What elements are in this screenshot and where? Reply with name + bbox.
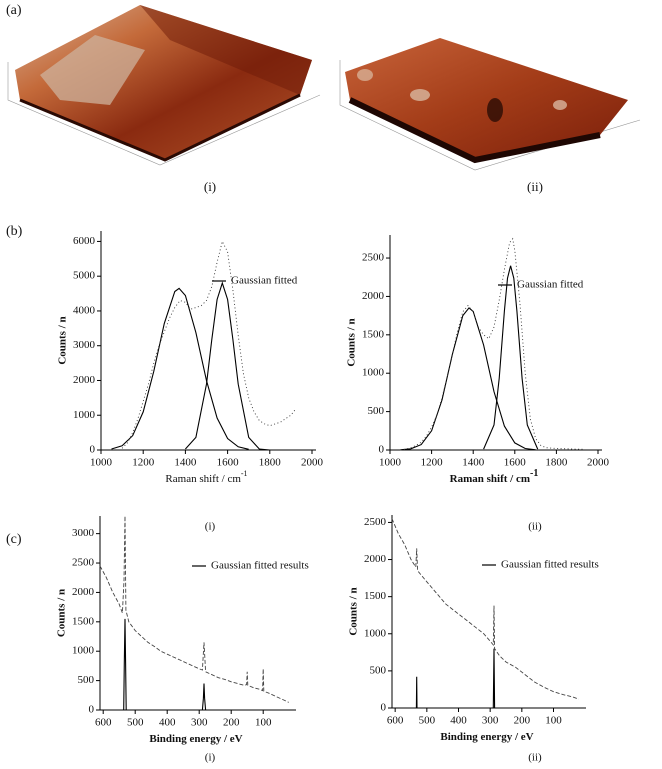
y-tick-label: 500	[370, 664, 387, 676]
x-tick-label: 1000	[379, 457, 402, 469]
x-axis-label: Binding energy / eV	[440, 731, 533, 743]
x-axis-label-sup: -1	[530, 468, 538, 479]
legend-label: Gaussian fitted results	[501, 559, 599, 571]
y-tick-label: 0	[89, 704, 95, 716]
y-tick-label: 3000	[72, 527, 95, 539]
y-tick-label: 5000	[73, 270, 96, 282]
x-axis-label-text: Binding energy / eV	[149, 733, 242, 745]
y-tick-label: 6000	[73, 235, 96, 247]
legend-label: Gaussian fitted	[231, 275, 298, 287]
y-tick-label: 1500	[72, 615, 95, 627]
x-axis-label-text: Raman shift / cm	[450, 473, 530, 485]
y-tick-label: 1500	[362, 328, 385, 340]
data-line	[111, 287, 249, 450]
x-tick-label: 1400	[462, 457, 485, 469]
y-tick-label: 2000	[364, 553, 387, 565]
x-axis-label: Raman shift / cm-1	[165, 469, 247, 485]
x-tick-label: 300	[191, 717, 208, 729]
x-tick-label: 1200	[421, 457, 444, 469]
x-tick-label: 1200	[132, 457, 155, 469]
x-tick-label: 500	[127, 717, 144, 729]
x-tick-label: 500	[419, 715, 436, 727]
legend-label: Gaussian fitted results	[211, 560, 309, 572]
x-tick-label: 1400	[174, 457, 197, 469]
x-tick-label: 600	[387, 715, 404, 727]
afm-caption: (ii)	[527, 179, 543, 194]
y-tick-label: 2500	[364, 516, 387, 528]
x-tick-label: 1000	[90, 457, 113, 469]
y-tick-label: 3000	[73, 339, 96, 351]
chart-caption: (ii)	[528, 521, 542, 533]
x-tick-label: 1600	[504, 457, 527, 469]
y-tick-label: 4000	[73, 304, 96, 316]
legend-label: Gaussian fitted	[517, 279, 584, 291]
x-tick-label: 400	[450, 715, 467, 727]
data-line	[400, 237, 583, 451]
y-tick-label: 2000	[362, 290, 385, 302]
panel-label: (a)	[6, 3, 22, 18]
x-tick-label: 1800	[545, 457, 568, 469]
x-axis-label-text: Raman shift / cm	[165, 473, 241, 485]
data-line	[121, 240, 297, 449]
x-tick-label: 100	[255, 717, 272, 729]
y-tick-label: 0	[381, 702, 387, 714]
y-axis-label: Counts / n	[56, 589, 68, 637]
x-tick-label: 2000	[301, 457, 324, 469]
panel-label: (c)	[6, 532, 22, 547]
x-tick-label: 1800	[259, 457, 282, 469]
data-line	[391, 518, 579, 700]
y-tick-label: 0	[90, 444, 96, 456]
data-line	[100, 618, 292, 711]
y-tick-label: 2000	[72, 586, 95, 598]
chart-caption: (ii)	[528, 752, 542, 764]
x-tick-label: 200	[514, 715, 531, 727]
x-axis-label-sup: -1	[241, 469, 248, 478]
afm-caption: (i)	[204, 179, 216, 194]
y-tick-label: 1000	[72, 645, 95, 657]
y-tick-label: 0	[379, 444, 385, 456]
x-axis-label: Binding energy / eV	[149, 733, 242, 745]
afm-image-right	[339, 38, 641, 171]
panel-label: (b)	[6, 224, 23, 239]
data-line	[184, 281, 270, 451]
x-axis-label: Raman shift / cm-1	[450, 468, 539, 484]
data-line	[99, 515, 289, 703]
data-line	[483, 265, 539, 450]
y-axis-label: Counts / n	[346, 318, 358, 366]
x-tick-label: 1600	[217, 457, 240, 469]
y-tick-label: 1500	[364, 590, 387, 602]
y-tick-label: 2500	[362, 252, 385, 264]
y-tick-label: 2000	[73, 374, 96, 386]
y-axis-label: Counts / n	[57, 316, 69, 364]
x-tick-label: 300	[482, 715, 499, 727]
data-line	[400, 307, 536, 451]
chart-caption: (i)	[205, 752, 216, 764]
chart-caption: (i)	[205, 521, 216, 533]
y-axis-label: Counts / n	[348, 587, 360, 635]
x-axis-label-text: Binding energy / eV	[440, 731, 533, 743]
x-tick-label: 400	[159, 717, 176, 729]
y-tick-label: 500	[78, 674, 95, 686]
x-tick-label: 2000	[587, 457, 610, 469]
y-tick-label: 1000	[364, 627, 387, 639]
y-tick-label: 1000	[73, 409, 96, 421]
y-tick-label: 1000	[362, 367, 385, 379]
x-tick-label: 100	[545, 715, 562, 727]
afm-image-left	[7, 5, 321, 166]
data-line	[392, 648, 582, 709]
y-tick-label: 2500	[72, 557, 95, 569]
x-tick-label: 200	[223, 717, 240, 729]
y-tick-label: 500	[368, 405, 385, 417]
x-tick-label: 600	[95, 717, 112, 729]
